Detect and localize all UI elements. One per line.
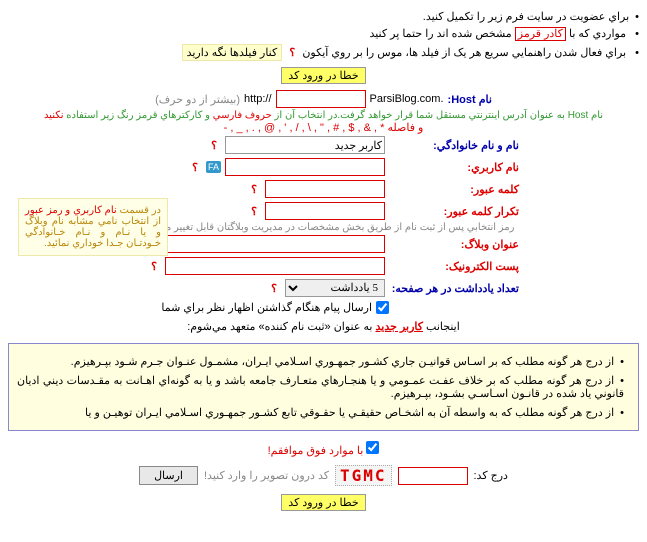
tooltip-note: کنار فيلدها نگه داريد [182, 44, 283, 61]
help-icon[interactable]: ؟ [147, 260, 161, 273]
host-suffix: .ParsiBlog.com [370, 93, 444, 105]
host-hint: (بيشتر از دو حرف) [155, 93, 240, 106]
help-icon[interactable]: ؟ [207, 139, 221, 152]
password2-input[interactable] [265, 202, 385, 220]
intro-line1: براي عضويت در سايت فرم زير را تکميل کنيد… [8, 8, 639, 25]
captcha-image: TGMC [335, 465, 392, 486]
submit-button[interactable]: ارسال [139, 466, 198, 485]
blogtitle-label: عنوان وبلاگ: [389, 238, 519, 251]
password2-label: تکرار کلمه عبور: [389, 205, 519, 218]
host-prefix: http:// [244, 93, 272, 105]
fa-badge: FA [206, 161, 221, 173]
host-label: نام Host: [448, 93, 492, 106]
forbidden-chars: - , _ , . , @ , ' , / , \ , " , # , $ , … [224, 121, 424, 134]
side-note-box: در قسمت نام کاربري و رمز عبور از انتخاب … [18, 198, 168, 256]
error-banner: خطا در ورود کد [281, 67, 365, 84]
host-input[interactable] [276, 90, 366, 108]
intro-line2: مواردي که با کادر قرمز مشخص شده اند را ح… [8, 25, 639, 42]
host-note: نام Host به عنوان آدرس اينترنتي مستقل شم… [8, 110, 639, 121]
red-box-example: کادر قرمز [515, 27, 566, 41]
help-icon-example: ؟ [285, 46, 299, 59]
intro-line3: براي فعال شدن راهنمايي سريع هر يک از فيل… [8, 42, 639, 63]
email-label: پست الکترونيک: [389, 260, 519, 273]
terms-item: از درج هر گونه مطلب که بر اسـاس قوانيـن … [17, 352, 624, 371]
help-icon[interactable]: ؟ [188, 161, 202, 174]
help-icon[interactable]: ؟ [247, 205, 261, 218]
error-banner-bottom: خطا در ورود کد [281, 494, 365, 511]
agree-label: با موارد فوق موافقم! [268, 445, 364, 457]
password-input[interactable] [265, 180, 385, 198]
captcha-label: درج کد: [474, 469, 508, 482]
blogtitle-input[interactable] [165, 235, 385, 253]
sendmsg-label: ارسال پيام هنگام گذاشتن اظهار نظر براي ش… [161, 301, 372, 314]
terms-list: از درج هر گونه مطلب که بر اسـاس قوانيـن … [17, 352, 624, 422]
agree-checkbox[interactable] [366, 441, 379, 454]
help-icon[interactable]: ؟ [247, 183, 261, 196]
intro-list: براي عضويت در سايت فرم زير را تکميل کنيد… [8, 8, 639, 63]
perpage-label: تعداد يادداشت در هر صفحه: [389, 282, 519, 295]
password-label: کلمه عبور: [389, 183, 519, 196]
email-input[interactable] [165, 257, 385, 275]
help-icon[interactable]: ؟ [267, 282, 281, 295]
captcha-hint: کد درون تصوير را وارد کنيد! [204, 469, 329, 482]
captcha-input[interactable] [398, 467, 468, 485]
terms-item: از درج هر گونه مطلب که به واسطه آن به اش… [17, 403, 624, 422]
terms-item: از درج هر گونه مطلب که بر خلاف عفـت عمـو… [17, 371, 624, 403]
username-input[interactable] [225, 158, 385, 176]
fullname-label: نام و نام خانوادگي: [389, 139, 519, 152]
sendmsg-checkbox[interactable] [376, 301, 389, 314]
username-label: نام کاربري: [389, 161, 519, 174]
terms-box[interactable]: از درج هر گونه مطلب که بر اسـاس قوانيـن … [8, 343, 639, 431]
terms-intro: اينجانب کاربر جديد به عنوان «ثبت نام کنن… [8, 316, 639, 337]
fullname-input[interactable] [225, 136, 385, 154]
perpage-select[interactable]: 5 يادداشت [285, 279, 385, 297]
